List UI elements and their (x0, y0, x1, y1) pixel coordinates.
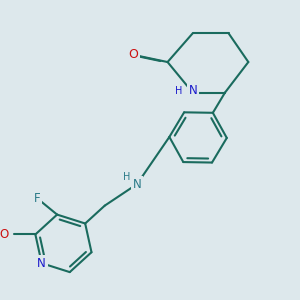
Text: N: N (37, 257, 46, 270)
Text: O: O (0, 228, 8, 241)
Text: H: H (123, 172, 130, 182)
Text: O: O (128, 48, 138, 62)
Text: N: N (189, 84, 198, 97)
Text: N: N (133, 178, 141, 190)
Text: F: F (34, 192, 41, 205)
Text: H: H (176, 86, 183, 96)
